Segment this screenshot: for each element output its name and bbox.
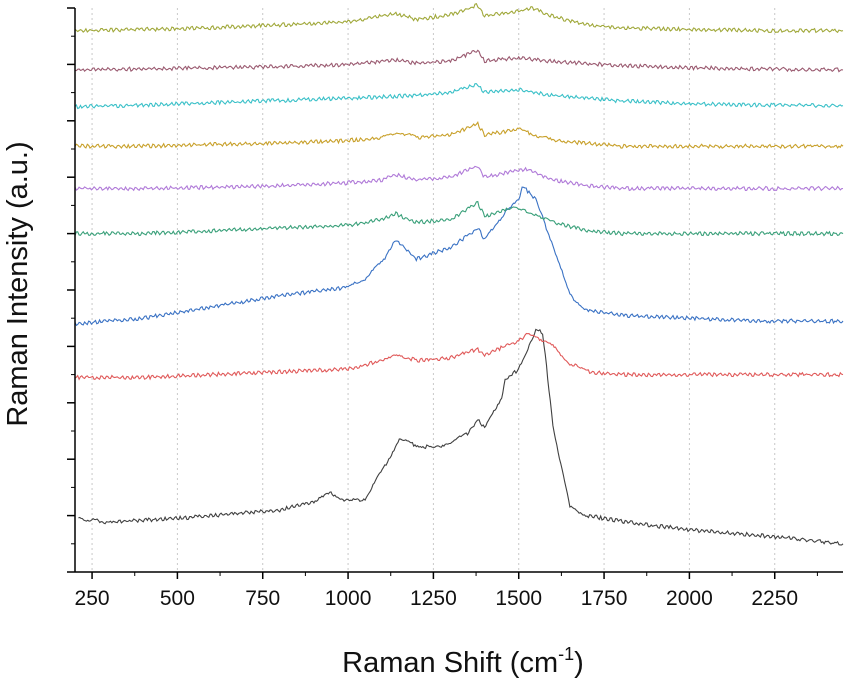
x-tick-label: 750	[245, 587, 280, 610]
x-tick-label: 250	[75, 587, 110, 610]
series-line-3	[74, 186, 844, 327]
series-group	[74, 3, 844, 546]
x-tick-label: 1750	[581, 587, 628, 610]
series-line-1	[78, 328, 844, 546]
series-line-9	[74, 3, 844, 34]
axes	[74, 8, 843, 573]
series-line-4	[74, 200, 844, 237]
x-tick-label: 500	[160, 587, 195, 610]
x-tick-label: 1250	[410, 587, 457, 610]
y-ticks	[67, 7, 75, 573]
series-line-2	[74, 332, 844, 381]
y-axis-title: Raman Intensity (a.u.)	[2, 141, 34, 426]
series-line-6	[74, 121, 844, 150]
x-ticks: 250 500 750 1000 1250 1500 1750 2000 2250	[75, 572, 818, 610]
x-tick-label: 1000	[325, 587, 372, 610]
vertical-grid	[91, 8, 776, 572]
x-tick-label: 2000	[666, 587, 713, 610]
series-line-8	[74, 49, 844, 73]
x-tick-label: 2250	[751, 587, 798, 610]
series-line-5	[74, 165, 844, 192]
x-axis-title: Raman Shift (cm-1)	[342, 644, 584, 679]
series-line-7	[74, 83, 844, 110]
x-tick-label: 1500	[495, 587, 542, 610]
